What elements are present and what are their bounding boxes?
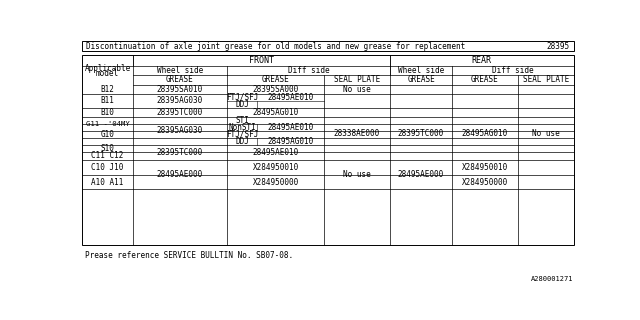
Text: 28395AG030: 28395AG030 (157, 126, 203, 135)
Text: Applicable: Applicable (84, 64, 131, 73)
Text: A280001271: A280001271 (531, 276, 573, 283)
Text: No use: No use (343, 170, 371, 179)
Text: DDJ: DDJ (235, 137, 249, 146)
Text: STI: STI (235, 116, 249, 125)
Text: B12: B12 (100, 85, 115, 94)
Text: 28495AE000: 28495AE000 (398, 170, 444, 179)
Text: X284950010: X284950010 (253, 163, 299, 172)
Text: REAR: REAR (472, 56, 492, 65)
Text: 28495AE010: 28495AE010 (253, 148, 299, 157)
Text: S10: S10 (100, 144, 115, 153)
Text: GREASE: GREASE (166, 76, 194, 84)
Text: 28495AE010: 28495AE010 (268, 93, 314, 102)
Text: No use: No use (532, 129, 559, 138)
Text: GREASE: GREASE (407, 76, 435, 84)
Text: No use: No use (343, 85, 371, 94)
Text: SEAL PLATE: SEAL PLATE (334, 76, 380, 84)
Text: 28395AG030: 28395AG030 (157, 96, 203, 105)
Text: 28395TC000: 28395TC000 (157, 148, 203, 157)
Text: 28495AE000: 28495AE000 (157, 170, 203, 179)
Text: FRONT: FRONT (249, 56, 274, 65)
Text: 28495AG010: 28495AG010 (462, 129, 508, 138)
Text: B11: B11 (100, 96, 115, 105)
Text: Prease reference SERVICE BULLTIN No. SB07-08.: Prease reference SERVICE BULLTIN No. SB0… (84, 251, 292, 260)
Text: 28338AE000: 28338AE000 (334, 129, 380, 138)
Text: X284950000: X284950000 (462, 178, 508, 187)
Text: 28495AE010: 28495AE010 (268, 123, 314, 132)
Text: C10 J10: C10 J10 (92, 163, 124, 172)
Bar (83, 55, 573, 245)
Text: Diff side: Diff side (492, 66, 534, 75)
Text: NonSTI: NonSTI (228, 123, 256, 132)
Text: 28395SA000: 28395SA000 (253, 85, 299, 94)
Text: Discontinuation of axle joint grease for old models and new grease for replaceme: Discontinuation of axle joint grease for… (86, 42, 465, 51)
Text: A10 A11: A10 A11 (92, 178, 124, 187)
Text: model: model (96, 68, 119, 77)
Text: GREASE: GREASE (471, 76, 499, 84)
Text: Wheel side: Wheel side (157, 66, 203, 75)
Text: 28395: 28395 (547, 42, 570, 51)
Text: C11 C12: C11 C12 (92, 151, 124, 160)
Text: Wheel side: Wheel side (398, 66, 444, 75)
Text: FTJ/SFJ: FTJ/SFJ (226, 93, 258, 102)
Text: 28395TC000: 28395TC000 (157, 108, 203, 117)
Text: FTJ/SFJ: FTJ/SFJ (226, 130, 258, 139)
Text: G11 -'04MY: G11 -'04MY (86, 121, 129, 127)
Text: SEAL PLATE: SEAL PLATE (523, 76, 569, 84)
Text: 28395TC000: 28395TC000 (398, 129, 444, 138)
Text: 28495AG010: 28495AG010 (253, 108, 299, 117)
Text: Diff side: Diff side (288, 66, 330, 75)
Text: X284950010: X284950010 (462, 163, 508, 172)
Text: GREASE: GREASE (262, 76, 289, 84)
Text: X284950000: X284950000 (253, 178, 299, 187)
Text: G10: G10 (100, 130, 115, 139)
Text: 28395SA010: 28395SA010 (157, 85, 203, 94)
Text: 28495AG010: 28495AG010 (268, 137, 314, 146)
Text: DDJ: DDJ (235, 100, 249, 109)
Bar (83, 42, 573, 52)
Text: B10: B10 (100, 108, 115, 117)
